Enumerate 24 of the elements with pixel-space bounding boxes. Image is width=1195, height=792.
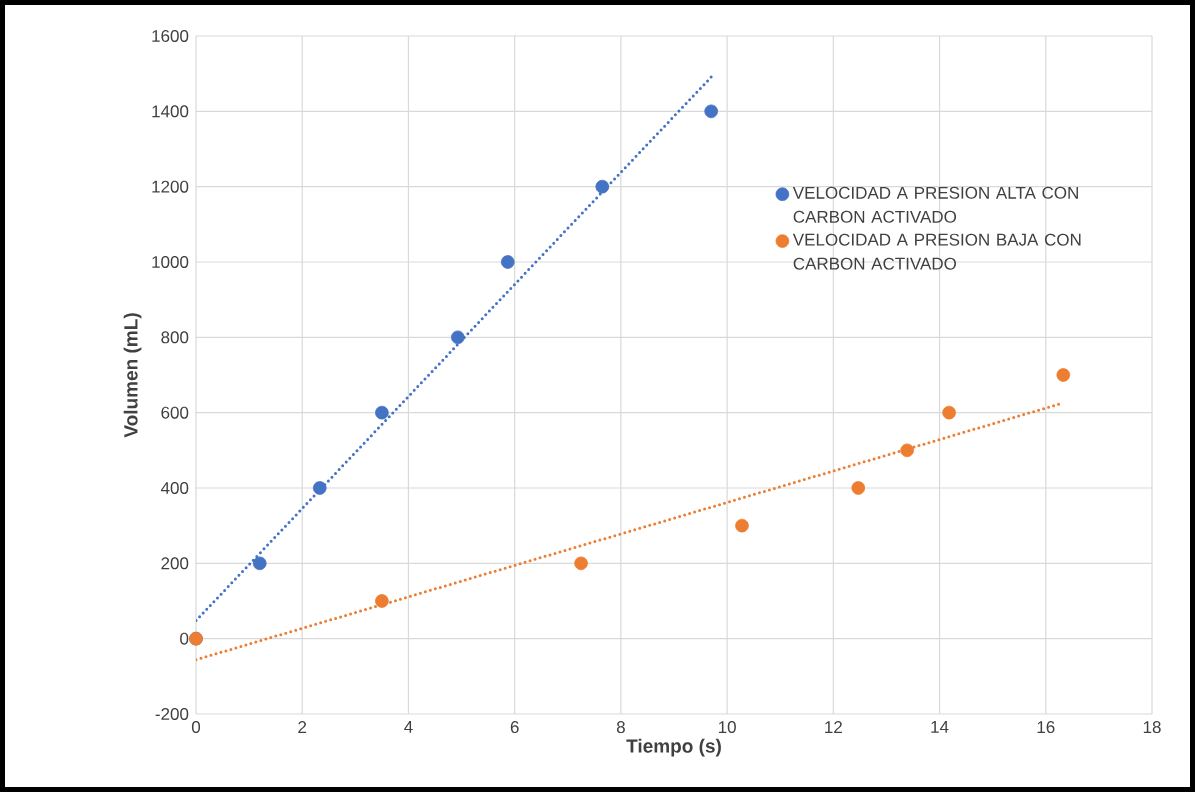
y-tick-label: 600 bbox=[161, 406, 189, 419]
y-tick-label: 0 bbox=[180, 632, 189, 645]
y-tick-label: 1600 bbox=[152, 29, 189, 42]
legend-label: VELOCIDAD A PRESION ALTA CON CARBON ACTIVADO bbox=[792, 186, 1078, 223]
x-axis-title: Tiempo (s) bbox=[626, 738, 721, 757]
x-tick-label: 14 bbox=[931, 721, 949, 733]
y-axis-title: Volumen (mL) bbox=[123, 313, 142, 438]
y-tick-label: -200 bbox=[155, 707, 189, 720]
y-tick-label: 1400 bbox=[152, 105, 189, 118]
y-tick-label: 800 bbox=[161, 331, 189, 344]
y-tick-label: 1200 bbox=[152, 180, 189, 193]
y-tick-label: 1000 bbox=[152, 255, 189, 268]
x-tick-label: 16 bbox=[1037, 721, 1055, 734]
x-tick-label: 2 bbox=[298, 721, 307, 733]
x-tick-label: 0 bbox=[191, 721, 201, 734]
x-tick-label: 4 bbox=[404, 721, 413, 733]
x-tick-label: 12 bbox=[825, 721, 842, 733]
x-tick-label: 8 bbox=[616, 721, 625, 734]
y-tick-label: 400 bbox=[160, 481, 189, 494]
y-tick-label: 200 bbox=[161, 557, 189, 570]
legend-label: VELOCIDAD A PRESION BAJA CON CARBON ACTIVADO bbox=[792, 233, 1081, 270]
x-tick-label: 6 bbox=[510, 721, 519, 734]
x-tick-label: 10 bbox=[718, 721, 736, 734]
x-tick-label: 18 bbox=[1143, 721, 1161, 734]
